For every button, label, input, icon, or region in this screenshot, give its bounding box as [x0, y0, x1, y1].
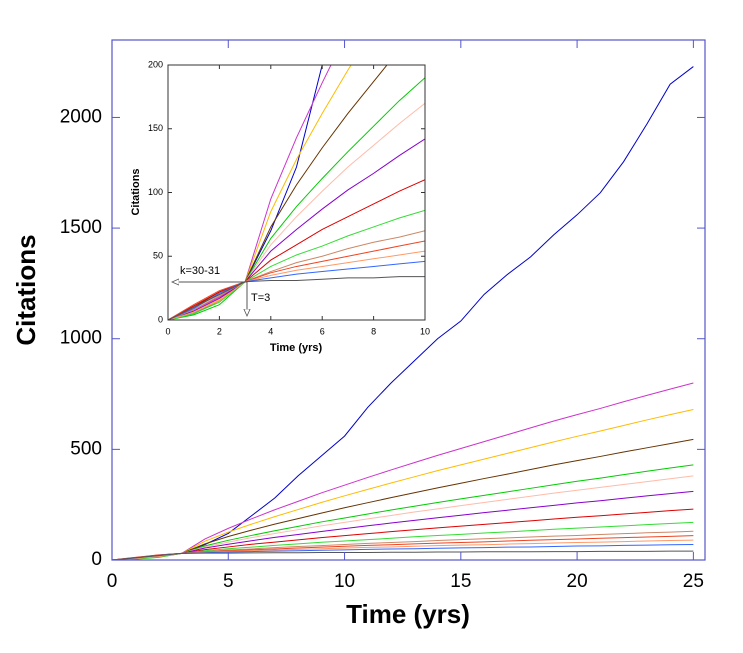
series-line	[112, 475, 694, 560]
y-tick-label: 500	[70, 438, 102, 459]
series-line	[168, 138, 425, 320]
series-line	[112, 382, 694, 560]
annotation: T=3	[251, 292, 270, 304]
x-tick-label: 10	[334, 571, 355, 592]
inset-plot	[168, 65, 425, 320]
y-tick-label: 0	[158, 314, 163, 324]
main-frame	[111, 39, 706, 561]
series-line	[112, 544, 694, 560]
annotation: k=30-31	[180, 265, 220, 277]
series-line	[168, 77, 425, 320]
y-tick-label: 1500	[60, 217, 102, 238]
series-line	[112, 508, 694, 560]
series-line	[112, 438, 694, 560]
inset-y-axis-label: Citations	[130, 168, 142, 215]
x-tick-label: 25	[683, 571, 704, 592]
series-line	[168, 230, 425, 320]
y-tick-label: 0	[91, 549, 102, 570]
y-tick-label: 200	[148, 59, 163, 69]
y-tick-label: 50	[153, 251, 163, 261]
x-tick-label: 5	[223, 571, 234, 592]
y-tick-label: 100	[148, 187, 163, 197]
series-line	[168, 65, 388, 320]
inset-x-axis-label: Time (yrs)	[270, 342, 323, 354]
series-line	[112, 550, 694, 560]
x-tick-label: 2	[217, 326, 222, 336]
x-tick-label: 15	[450, 571, 471, 592]
series-line	[168, 209, 425, 320]
x-tick-label: 20	[567, 571, 588, 592]
series-line	[168, 65, 352, 320]
series-line	[112, 464, 694, 560]
series-line	[168, 102, 425, 320]
series-line	[168, 250, 425, 320]
series-line	[168, 276, 425, 320]
main-plot	[112, 66, 694, 560]
x-tick-label: 4	[268, 326, 273, 336]
series-line	[168, 240, 425, 320]
series-line	[112, 409, 694, 560]
y-tick-label: 150	[148, 123, 163, 133]
series-line	[112, 521, 694, 560]
series-line	[112, 490, 694, 560]
y-axis-label: Citations	[11, 234, 41, 345]
y-tick-label: 1000	[60, 328, 102, 349]
series-line	[168, 260, 425, 320]
x-axis-label: Time (yrs)	[346, 599, 470, 629]
y-tick-label: 2000	[60, 106, 102, 127]
x-tick-label: 0	[107, 571, 118, 592]
x-tick-label: 6	[320, 326, 325, 336]
x-tick-label: 10	[420, 326, 430, 336]
x-tick-label: 8	[371, 326, 376, 336]
series-line	[168, 179, 425, 320]
x-tick-label: 0	[165, 326, 170, 336]
series-line	[168, 65, 332, 320]
